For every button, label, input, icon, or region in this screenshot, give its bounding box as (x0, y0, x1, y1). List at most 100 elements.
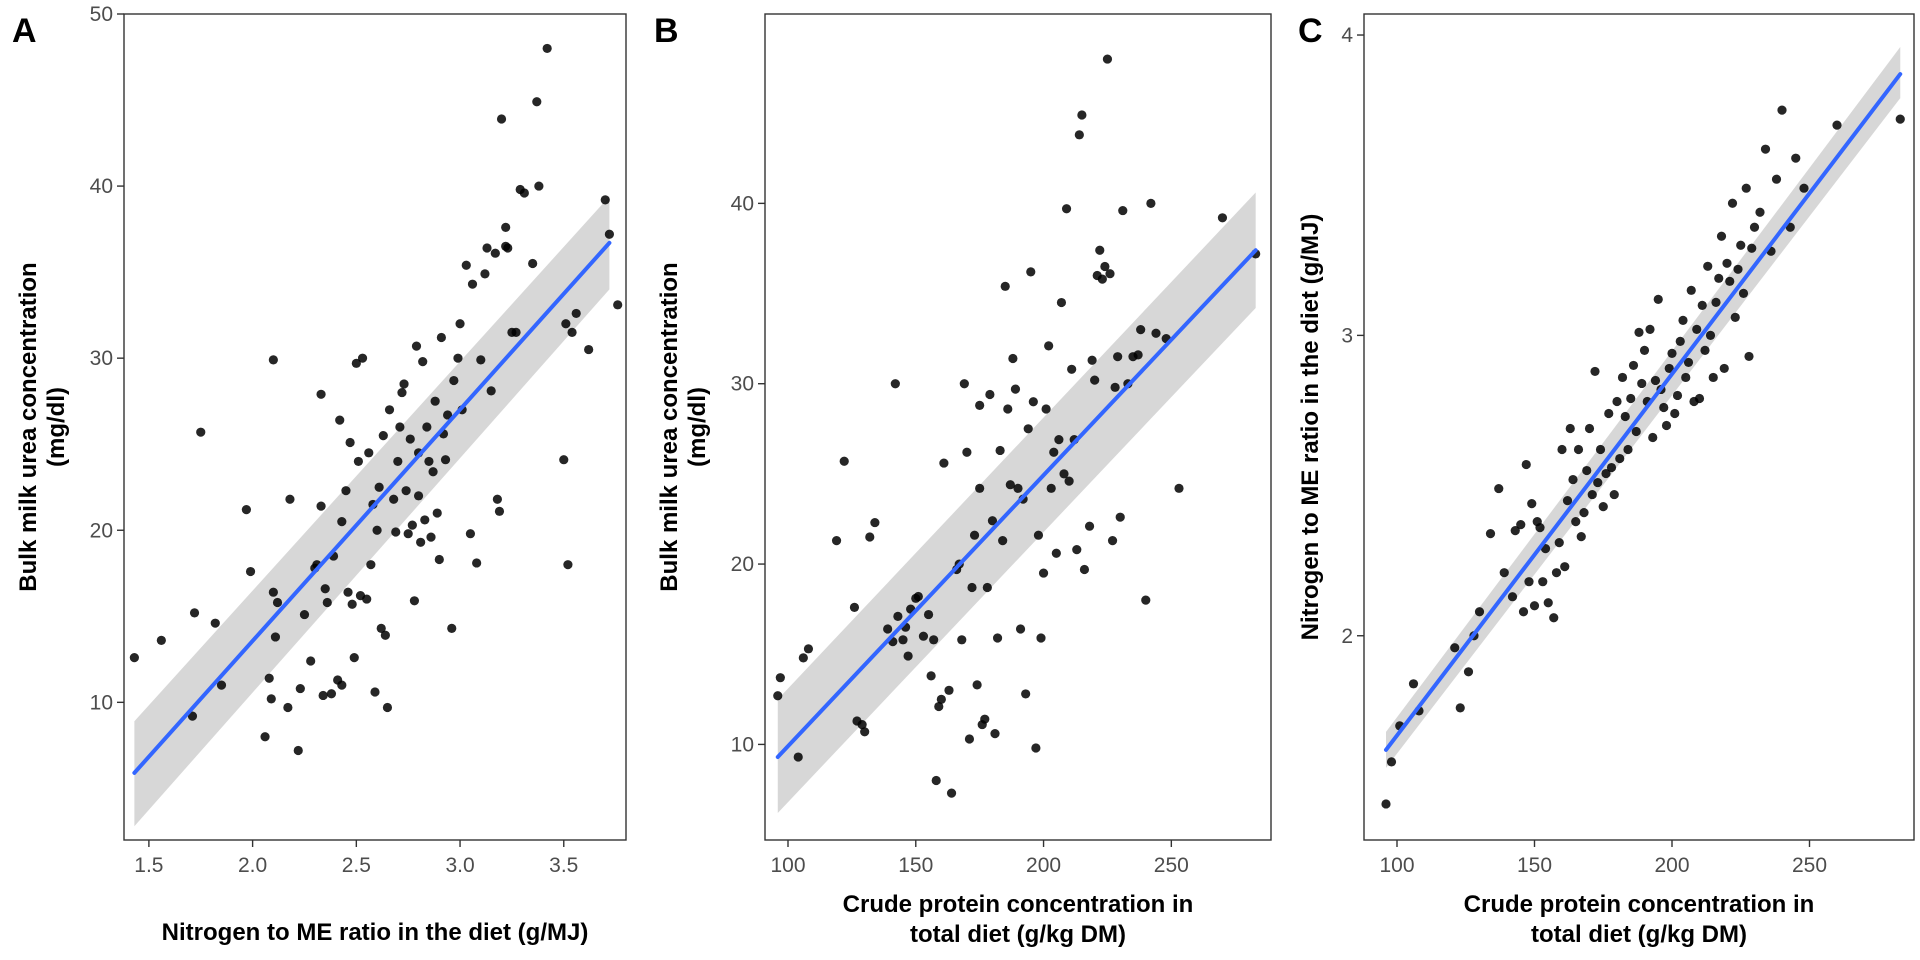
panel-a-data-point (399, 379, 409, 389)
panel-a-data-point (432, 508, 442, 518)
panel-a-data-point (482, 243, 492, 253)
panel-a-data-point (295, 683, 305, 694)
panel-b-data-point (1074, 130, 1084, 140)
panel-c-data-point (1678, 315, 1688, 325)
panel-c-data-point (1683, 357, 1694, 368)
panel-c-data-point (1650, 375, 1661, 386)
panel-c-x-tick-label: 100 (1379, 854, 1414, 877)
panel-a-y-tick-label: 30 (90, 347, 113, 370)
panel-b-x-axis-title-line1: Crude protein concentration in (843, 891, 1194, 918)
panel-b-plot-frame (764, 13, 1272, 841)
panel-a-data-point (364, 448, 374, 458)
panel-a-data-point (337, 517, 347, 527)
panel-b-data-point (1113, 352, 1123, 362)
panel-b-data-point (1067, 364, 1077, 374)
panel-a-data-point (461, 260, 471, 270)
panel-b-data-point (975, 400, 985, 410)
panel-a-data-point (501, 222, 511, 232)
panel-a-y-tick-label: 50 (90, 3, 113, 26)
panel-c-data-point (1560, 562, 1570, 572)
panel-c-data-point (1584, 423, 1595, 434)
panel-c-data-point (1485, 529, 1496, 539)
panel-a-data-point (382, 702, 393, 713)
panel-a-data-point (187, 711, 198, 721)
panel-a-data-point (189, 608, 200, 618)
panel-a-data-point (449, 375, 459, 386)
panel-a-data-point (563, 560, 573, 570)
panel-b-data-point (1064, 476, 1074, 486)
panel-a-data-point (492, 494, 502, 504)
panel-b-data-point (959, 379, 969, 389)
panel-b-data-point (1102, 54, 1113, 64)
panel-c-data-point (1653, 294, 1663, 304)
panel-a-data-point (403, 529, 413, 539)
panel-a-data-point (353, 456, 364, 467)
panel-b-data-point (967, 582, 977, 593)
panel-c-data-point (1716, 231, 1727, 241)
panel-c-data-point (1612, 396, 1622, 407)
panel-c-data-point (1551, 568, 1562, 578)
panel-a-data-point (389, 494, 399, 504)
panel-a-data-point (434, 554, 444, 565)
panel-a-data-point (571, 308, 581, 319)
panel-c-data-point (1565, 423, 1575, 434)
panel-a-data-point (129, 652, 139, 663)
panel-c-data-point (1725, 276, 1735, 286)
panel-a-x-tick-label: 1.5 (134, 854, 163, 877)
panel-c-data-point (1463, 667, 1474, 677)
panel-b-data-point (1036, 633, 1046, 643)
panel-label-a: A (12, 12, 37, 50)
panel-a-data-point (422, 422, 432, 432)
panel-c-data-point (1557, 444, 1567, 455)
panel-label-b: B (654, 12, 679, 50)
panel-b-data-point (987, 516, 998, 526)
panel-b-data-point (998, 536, 1008, 546)
panel-a-data-point (405, 434, 415, 444)
panel-b: B 100 150 200 250 10 20 30 40 Crude protein con… (654, 12, 1272, 948)
panel-c-data-point (1675, 336, 1685, 346)
panel-c-data-point (1587, 489, 1597, 500)
panel-c-y-tick-label: 3 (1341, 324, 1353, 347)
panel-a-data-point (216, 680, 227, 690)
panel-b-y-axis-title-line2: (mg/dl) (684, 387, 711, 467)
panel-a-data-point (519, 188, 529, 198)
panel-c-data-point (1738, 288, 1749, 298)
panel-c-data-point (1637, 378, 1647, 389)
panel-c-data-point (1628, 360, 1639, 371)
panel-a-data-point (245, 566, 256, 577)
panel-b-data-point (923, 609, 934, 620)
panel-a-data-point (283, 702, 293, 713)
panel-c-data-point (1736, 240, 1746, 250)
panel-a-data-point (407, 520, 417, 530)
panel-b-data-point (1051, 548, 1061, 558)
panel-a-data-point (372, 525, 382, 535)
panel-b-data-point (1026, 267, 1036, 277)
panel-b-data-point (918, 631, 929, 641)
panel-c-data-point (1777, 105, 1787, 115)
panel-a-data-point (542, 43, 552, 54)
panel-b-data-point (939, 458, 949, 468)
panel-a-data-point (349, 652, 359, 663)
panel-b-data-point (995, 445, 1005, 456)
panel-b-data-point (1079, 564, 1090, 575)
panel-a-data-point (453, 353, 463, 363)
panel-a-data-point (604, 229, 615, 239)
panel-a-data-point (260, 732, 270, 742)
panel-b-data-point (1136, 325, 1146, 335)
panel-b-data-point (980, 714, 990, 724)
panel-a-data-point (264, 673, 274, 683)
panel-a-data-point (347, 599, 357, 609)
panel-a-x-tick-label: 2.0 (238, 854, 267, 877)
panel-c-data-point (1799, 183, 1809, 193)
panel-c-x-axis-title-line1: Crude protein concentration in (1464, 891, 1815, 918)
panel-b-data-point (926, 671, 936, 681)
panel-c-data-point (1895, 114, 1905, 124)
panel-b-data-point (1084, 521, 1095, 531)
panel-c-data-point (1609, 489, 1619, 500)
panel-a-data-point (430, 396, 440, 406)
panel-a-data-point (401, 486, 411, 496)
panel-c-data-point (1529, 601, 1540, 611)
panel-c-data-point (1499, 568, 1509, 578)
panel-a-x-axis-title: Nitrogen to ME ratio in the diet (g/MJ) (162, 919, 589, 946)
